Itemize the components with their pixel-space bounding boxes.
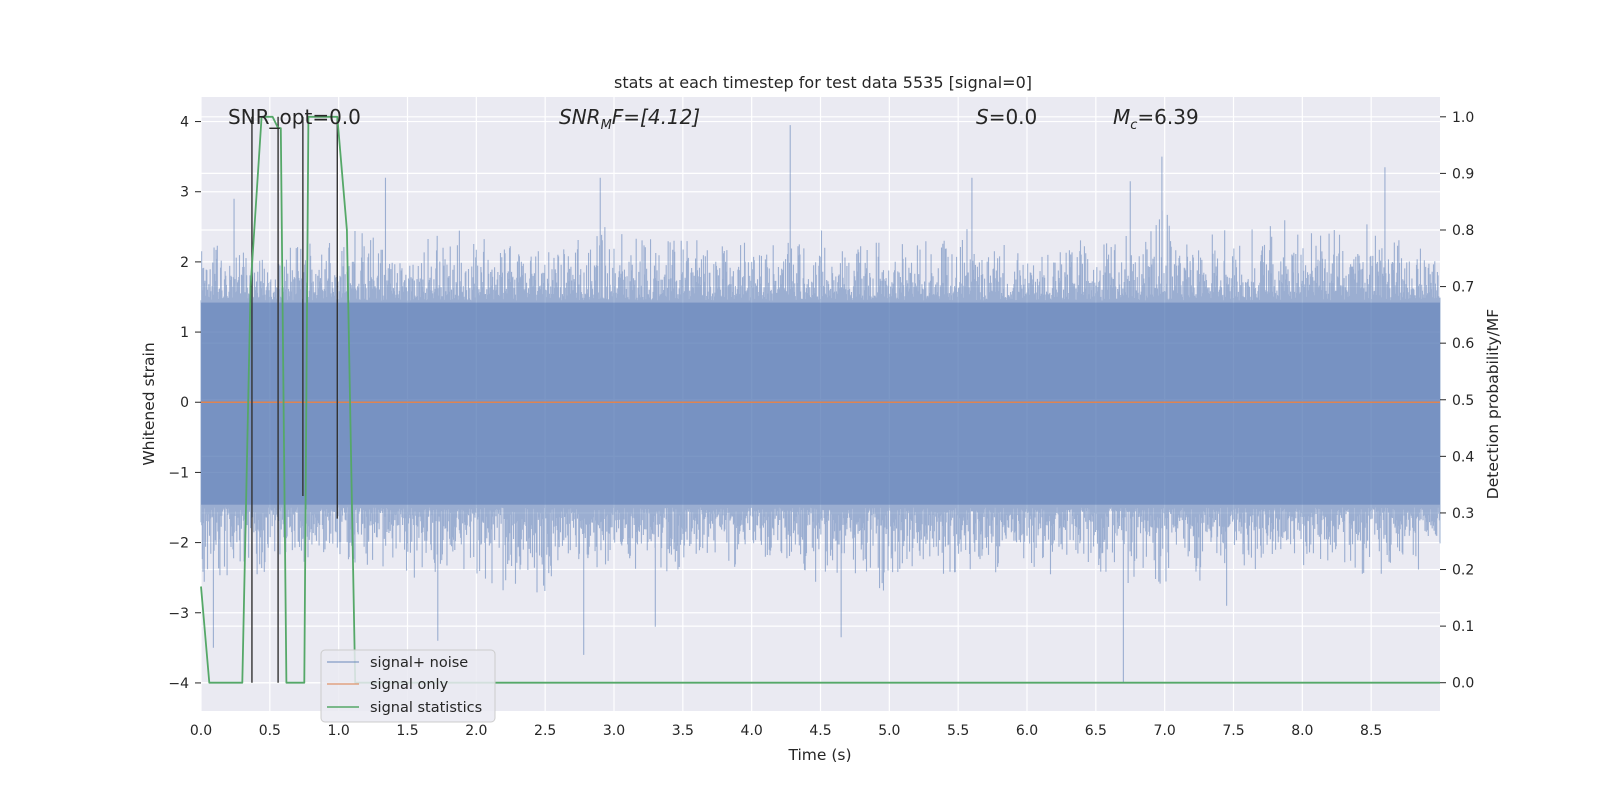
y-tick-label-0: −4 [168,676,189,692]
y-right-tick-label-9: 0.9 [1452,166,1474,182]
x-tick-label-16: 8.0 [1291,723,1313,739]
y-tick-label-1: −3 [168,606,189,622]
x-tick-label-13: 6.5 [1085,723,1107,739]
chart-title: stats at each timestep for test data 553… [614,73,1032,92]
y-right-tick-label-6: 0.6 [1452,336,1474,352]
y-tick-label-2: −2 [168,536,189,552]
y-right-tick-label-4: 0.4 [1452,449,1474,465]
x-tick-label-15: 7.5 [1222,723,1244,739]
y-tick-label-3: −1 [168,465,189,481]
legend-label-signal-noise: signal+ noise [370,655,468,671]
legend-label-signal-only: signal only [370,677,449,693]
y-tick-label-7: 3 [180,185,189,201]
y-axis-label: Whitened strain [140,342,158,465]
mc-annotation: Mc=6.39 [1113,105,1199,133]
x-tick-label-14: 7.0 [1154,723,1176,739]
y-axis-right-label: Detection probability/MF [1484,309,1502,500]
x-tick-label-8: 4.0 [741,723,763,739]
x-tick-label-1: 0.5 [259,723,281,739]
x-tick-label-17: 8.5 [1360,723,1382,739]
legend: signal+ noise signal only signal statist… [320,649,496,723]
x-tick-label-12: 6.0 [1016,723,1038,739]
x-tick-label-5: 2.5 [534,723,556,739]
y-tick-label-6: 2 [180,255,189,271]
signal-statistics-line [200,115,1440,684]
x-axis-label: Time (s) [787,746,851,764]
y-tick-label-8: 4 [180,115,189,131]
y-tick-label-4: 0 [180,395,189,411]
x-tick-label-3: 1.5 [396,723,418,739]
signal-noise-trace [200,125,1441,683]
snr-mf-annotation: SNRMF=[4.12] [559,105,700,133]
x-tick-label-0: 0.0 [190,723,212,739]
legend-label-signal-statistics: signal statistics [370,700,482,716]
y-right-tick-label-0: 0.0 [1452,676,1474,692]
x-tick-label-4: 2.0 [465,723,487,739]
s-annotation: S=0.0 [976,105,1037,129]
y-right-tick-label-10: 1.0 [1452,110,1474,126]
legend-box [320,649,496,723]
y-tick-label-5: 1 [180,325,189,341]
x-tick-label-7: 3.5 [672,723,694,739]
x-tick-label-11: 5.5 [947,723,969,739]
y-axis-left: −4 −3 −2 −1 0 1 2 3 4 [168,115,201,692]
y-right-tick-label-2: 0.2 [1452,563,1474,579]
y-axis-right: 0.0 0.1 0.2 0.3 0.4 0.5 0.6 0.7 0.8 0.9 1.0 [1440,110,1474,692]
x-tick-label-2: 1.0 [328,723,350,739]
snr-opt-annotation: SNR_opt=0.0 [228,105,361,129]
x-tick-label-9: 4.5 [809,723,831,739]
y-right-tick-label-7: 0.7 [1452,280,1474,296]
signal-noise-core-band [201,302,1440,505]
x-axis: 0.0 0.5 1.0 1.5 2.0 2.5 3.0 3.5 4.0 4.5 5.0 5.5 6.0 6… [190,723,1382,739]
x-tick-label-6: 3.0 [603,723,625,739]
y-right-tick-label-5: 0.5 [1452,393,1474,409]
signal-noise-series [200,125,1441,683]
y-right-tick-label-3: 0.3 [1452,506,1474,522]
y-right-tick-label-1: 0.1 [1452,619,1474,635]
detection-markers [251,116,338,683]
x-tick-label-10: 5.0 [878,723,900,739]
y-right-tick-label-8: 0.8 [1452,223,1474,239]
